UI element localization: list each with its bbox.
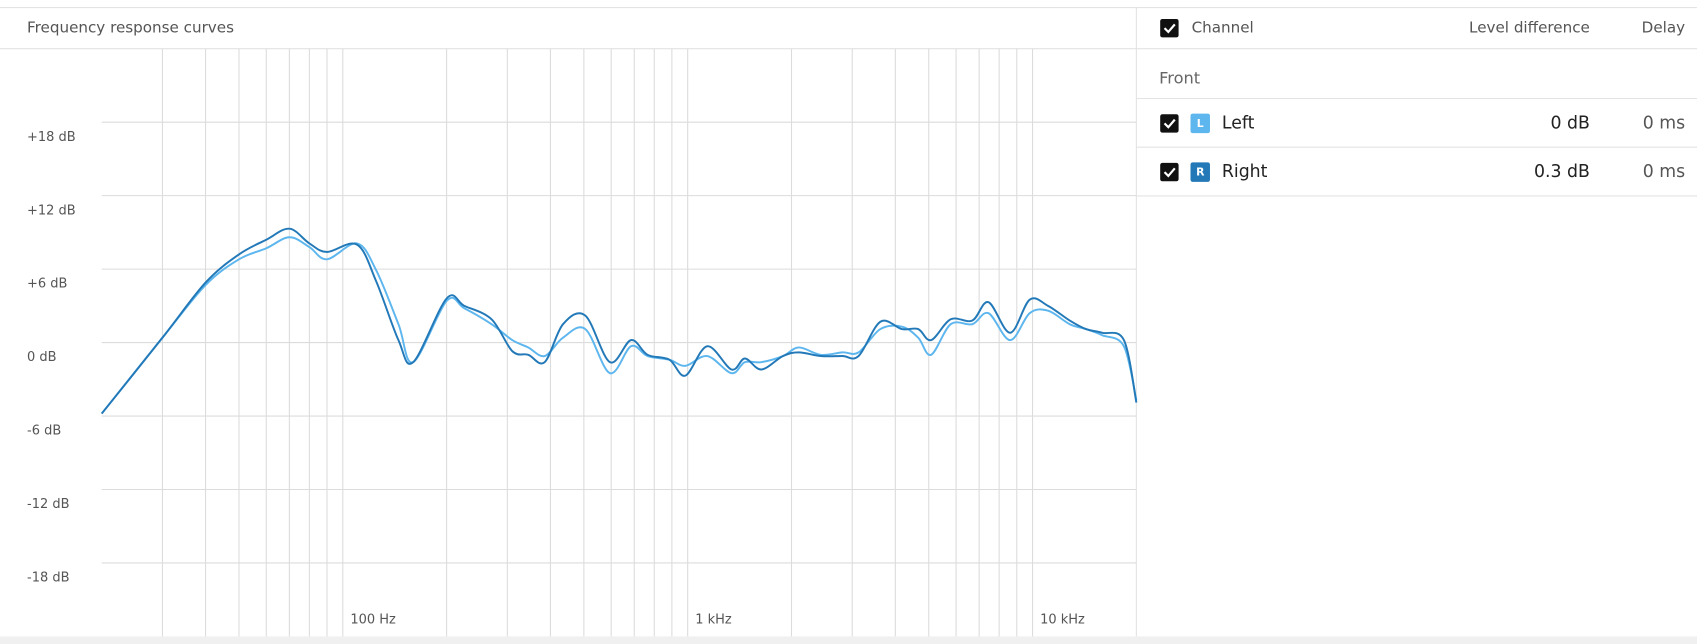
column-header: Channel (1192, 19, 1254, 37)
checkbox-box (1160, 162, 1179, 182)
channel-badge (1190, 113, 1210, 134)
plot: 100 Hz 1 kHz 10 kHz +18 dB +12 dB +6 dB 0 dB -6… (27, 48, 1138, 637)
checkbox-check (1163, 23, 1176, 34)
delay: 0 ms (1643, 162, 1685, 182)
y-tick-label: -12 dB (27, 497, 69, 512)
chart-title: Frequency response curves (27, 19, 234, 37)
level-difference: 0.3 dB (1534, 162, 1590, 182)
channel-name: Left (1222, 113, 1255, 133)
bottom-strip (0, 636, 1697, 644)
frequency-curve (100, 227, 1138, 415)
channel-badge-letter: L (1197, 117, 1204, 130)
checkbox-box (1160, 18, 1179, 38)
checkbox-check (1163, 118, 1176, 129)
x-tick-label: 1 kHz (695, 613, 732, 628)
column-header: Delay (1642, 19, 1685, 37)
checkbox-box (1160, 114, 1179, 133)
checkbox-check (1163, 167, 1176, 178)
channel-table: Channel Level difference Delay Front L Left 0 … (1136, 18, 1697, 197)
channel-name: Right (1222, 162, 1268, 182)
channel-checkbox[interactable] (1160, 114, 1179, 133)
x-tick-label: 10 kHz (1040, 613, 1085, 628)
group-label: Front (1159, 69, 1200, 88)
channel-badge (1190, 162, 1210, 182)
y-tick-label: +12 dB (27, 203, 76, 218)
delay: 0 ms (1643, 113, 1685, 133)
y-tick-label: -6 dB (27, 424, 61, 439)
x-tick-label: 100 Hz (350, 613, 396, 628)
y-tick-label: +18 dB (27, 130, 76, 145)
channel-badge-letter: R (1196, 166, 1205, 179)
y-tick-label: 0 dB (27, 350, 57, 365)
y-tick-label: +6 dB (27, 277, 67, 292)
column-header: Level difference (1469, 19, 1590, 37)
channel-checkbox[interactable] (1160, 162, 1179, 182)
select-all-checkbox[interactable] (1160, 18, 1179, 38)
level-difference: 0 dB (1550, 113, 1589, 133)
y-tick-label: -18 dB (27, 571, 69, 586)
